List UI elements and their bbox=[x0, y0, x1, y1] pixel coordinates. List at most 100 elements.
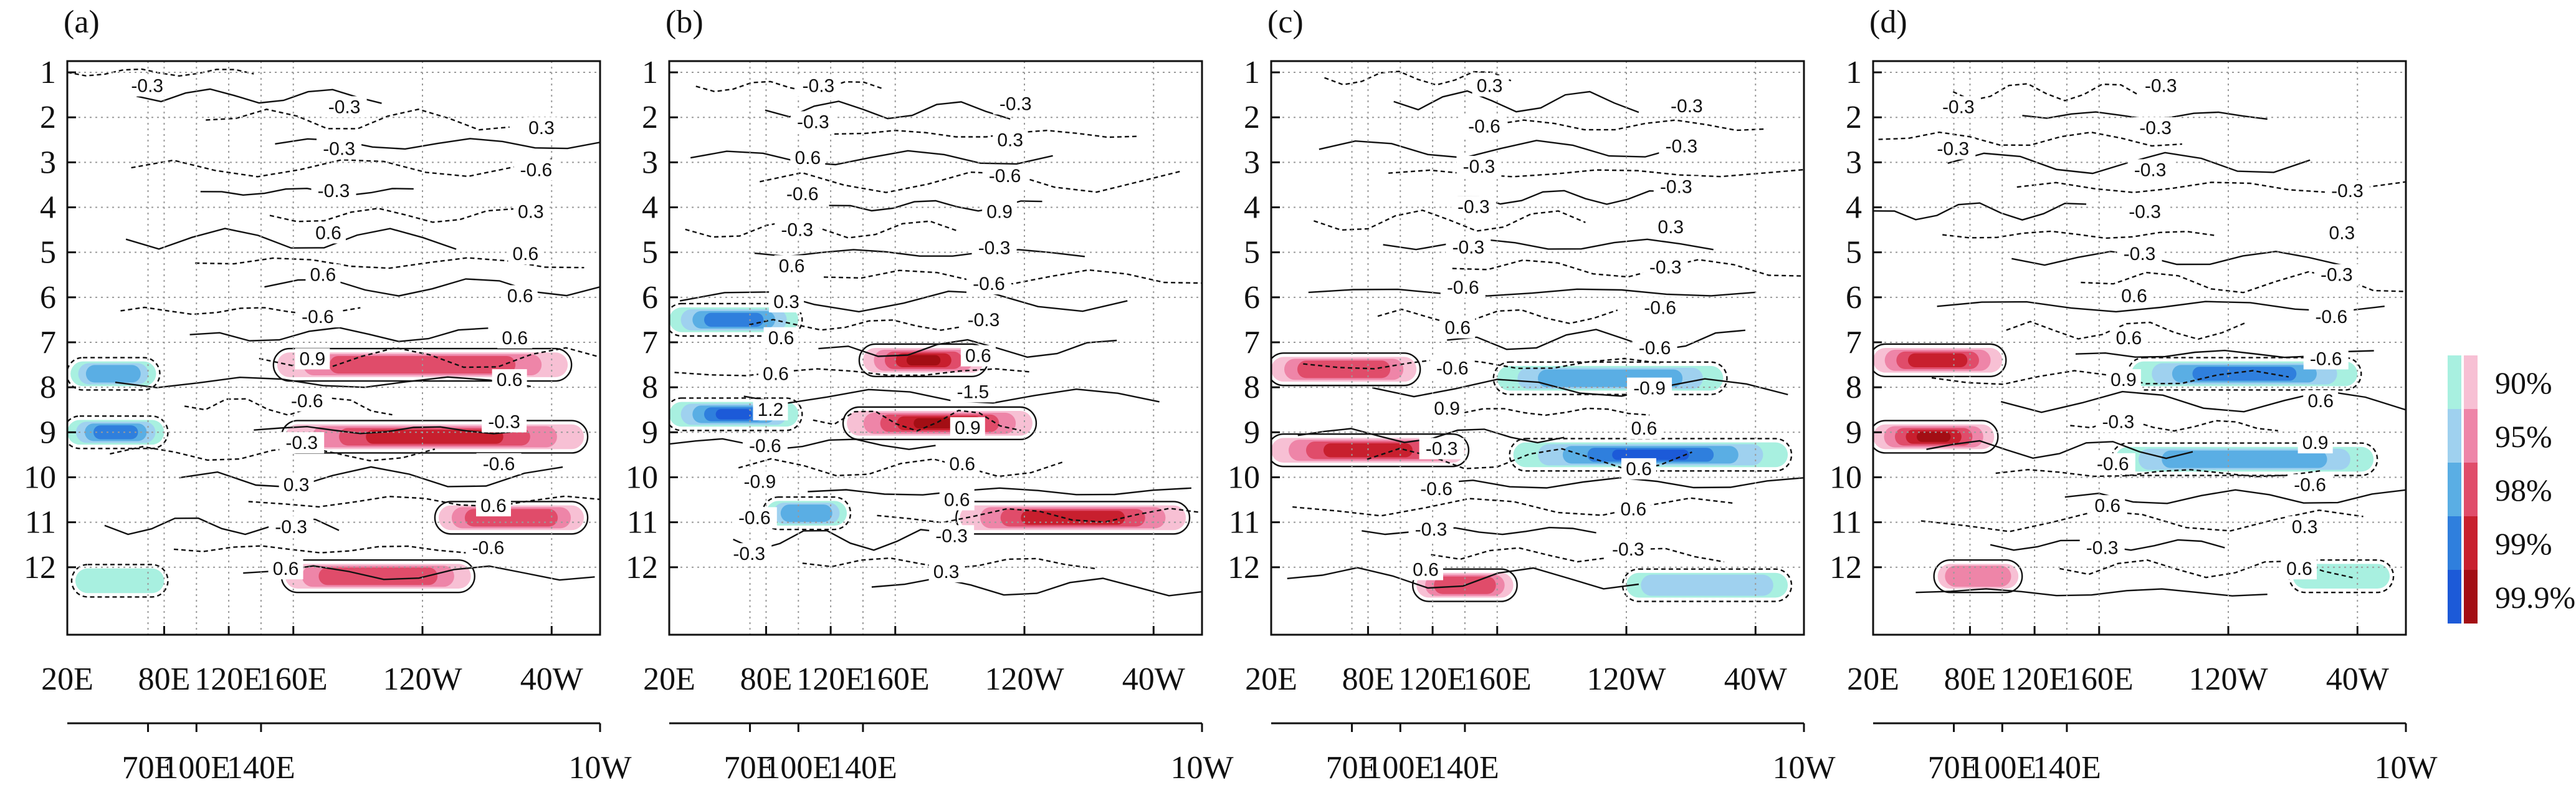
shade-pos-2-level-4 bbox=[366, 430, 503, 444]
contour-label: -0.6 bbox=[1447, 277, 1479, 298]
contour-label: -0.6 bbox=[2294, 474, 2326, 495]
contour-label: -0.3 bbox=[1457, 197, 1490, 218]
contour-label: 0.6 bbox=[2116, 328, 2142, 349]
contour-label: 0.6 bbox=[502, 328, 528, 349]
contour-label-bg bbox=[2127, 159, 2173, 181]
contour-label: 0.3 bbox=[1658, 217, 1684, 238]
contour-label: 0.6 bbox=[1444, 318, 1471, 339]
contour-label-bg bbox=[523, 117, 559, 139]
contour-label: -1.5 bbox=[956, 382, 989, 402]
contour-line bbox=[67, 68, 254, 77]
contour-line bbox=[125, 228, 457, 250]
x-tick-label: 160E bbox=[1463, 662, 1532, 697]
contour-label: 0.6 bbox=[1631, 418, 1658, 439]
contour-label: 0.6 bbox=[794, 148, 821, 168]
contour-line bbox=[1383, 238, 1714, 251]
contour-line-4 bbox=[1492, 361, 1728, 395]
contour-label: -0.3 bbox=[488, 412, 520, 432]
contour-label: 0.6 bbox=[273, 559, 299, 579]
contour-label: 0.3 bbox=[2329, 223, 2355, 243]
contour-label: -0.6 bbox=[738, 508, 771, 528]
contour-label-bg bbox=[763, 327, 799, 349]
contour-line bbox=[110, 446, 436, 462]
legend-swatch-neg bbox=[2448, 570, 2461, 624]
secondary-x-tick-label: 140E bbox=[1431, 750, 1499, 785]
contour-label: -0.6 bbox=[973, 274, 1005, 294]
contour-line-2 bbox=[842, 406, 1038, 441]
x-tick-label: 40W bbox=[520, 662, 583, 697]
x-tick-label: 120W bbox=[383, 662, 462, 697]
legend-label: 99% bbox=[2495, 526, 2552, 561]
contour-label: -0.3 bbox=[2129, 202, 2161, 223]
shade-neg-6-level-1 bbox=[2292, 564, 2390, 589]
contour-line-1 bbox=[1271, 352, 1421, 387]
contour-label-bg bbox=[945, 453, 980, 474]
significance-shading bbox=[669, 302, 1191, 535]
contour-label-bg bbox=[482, 411, 527, 433]
contour-label-bg bbox=[2096, 411, 2141, 433]
contour-label: 0.6 bbox=[2121, 286, 2147, 306]
contour-line bbox=[1436, 476, 1804, 489]
contour-label-bg bbox=[2324, 222, 2360, 244]
contour-label-bg bbox=[1659, 135, 1704, 157]
plot-frame bbox=[1270, 60, 1805, 636]
y-tick-label: 8 bbox=[40, 370, 56, 405]
contour-label-bg bbox=[1456, 155, 1502, 177]
shade-neg-6-level-4 bbox=[93, 425, 138, 440]
y-tick-label: 3 bbox=[1244, 145, 1260, 180]
contour-label-bg bbox=[284, 390, 330, 412]
x-tick-label: 120E bbox=[194, 662, 263, 697]
contour-label: -0.3 bbox=[2134, 160, 2167, 180]
legend-swatch-neg bbox=[2448, 409, 2461, 463]
contour-label: -0.6 bbox=[1436, 358, 1469, 378]
shade-neg-5-level-3 bbox=[85, 365, 141, 383]
contour-label-bg bbox=[513, 159, 559, 181]
y-tick-label: 2 bbox=[1244, 100, 1260, 135]
x-tick-label: 120E bbox=[1398, 662, 1467, 697]
chart-panel-3: 0.3 -0.3 -0.6 -0.3 -0.3 -0.3 -0.3 0.3 -0.3 -0.3 -0… bbox=[1228, 4, 1836, 785]
contour-line bbox=[877, 508, 1202, 524]
contour-label: 0.9 bbox=[986, 202, 1013, 223]
contour-label-bg bbox=[1605, 539, 1651, 561]
legend-swatch-pos bbox=[2464, 355, 2478, 409]
y-tick-label: 12 bbox=[1228, 550, 1260, 585]
contour-line bbox=[184, 397, 393, 417]
contour-line bbox=[1462, 119, 1767, 132]
contour-label-bg bbox=[2287, 474, 2333, 496]
secondary-x-tick-label: 140E bbox=[829, 750, 897, 785]
x-tick-label: 20E bbox=[643, 662, 695, 697]
contour-line bbox=[823, 269, 1202, 285]
y-tick-label: 3 bbox=[40, 145, 56, 180]
contour-label-bg bbox=[1643, 256, 1688, 278]
y-tick-label: 1 bbox=[642, 55, 658, 90]
contour-line bbox=[195, 257, 584, 269]
x-tick-label: 80E bbox=[740, 662, 793, 697]
contour-line bbox=[1314, 209, 1586, 232]
y-tick-label: 6 bbox=[1846, 280, 1862, 315]
contour-line bbox=[1441, 407, 1650, 417]
contour-line-3 bbox=[955, 501, 1191, 535]
contour-label: -0.6 bbox=[291, 391, 323, 412]
contour-label: -0.3 bbox=[797, 112, 829, 132]
contour-label: -0.3 bbox=[1660, 176, 1692, 197]
contour-line bbox=[173, 545, 467, 554]
contour-label: -0.6 bbox=[2315, 307, 2347, 327]
contour-label: -0.6 bbox=[786, 184, 819, 205]
contour-label-bg bbox=[769, 291, 804, 313]
shade-neg-6-level-3 bbox=[780, 504, 832, 523]
y-tick-label: 2 bbox=[40, 100, 56, 135]
contour-line bbox=[685, 219, 958, 239]
contour-label: -0.6 bbox=[302, 307, 334, 327]
secondary-x-tick-label: 100E bbox=[1968, 750, 2036, 785]
contour-line bbox=[871, 577, 1202, 597]
contour-label: 0.6 bbox=[1621, 499, 1647, 520]
contour-line bbox=[120, 306, 361, 315]
contour-label-bg bbox=[982, 201, 1018, 223]
contour-label-bg bbox=[2297, 432, 2333, 454]
contour-line bbox=[2059, 559, 2353, 579]
contour-label-bg bbox=[1653, 176, 1699, 198]
contour-label-bg bbox=[982, 165, 1028, 186]
panel-label: (b) bbox=[665, 4, 704, 40]
contour-line bbox=[738, 458, 1064, 478]
contour-line bbox=[802, 557, 1096, 570]
